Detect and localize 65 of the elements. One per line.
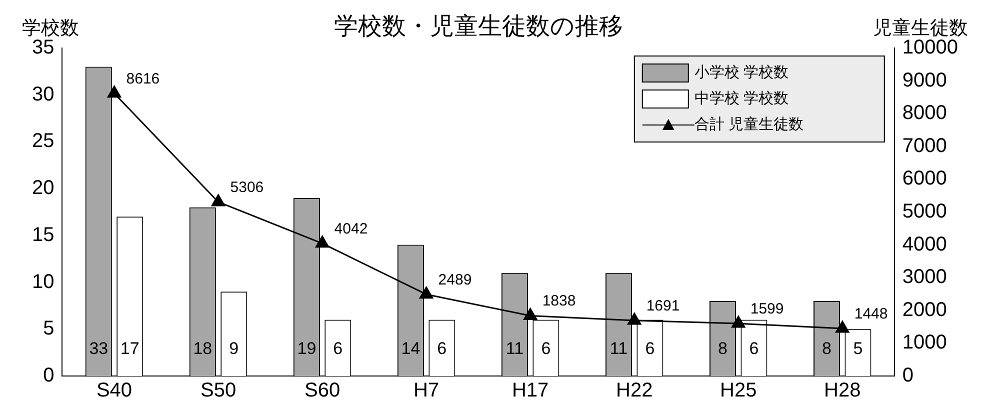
y-axis-title: 学校数 [22, 18, 79, 39]
chart-title: 学校数・児童生徒数の推移 [334, 13, 623, 40]
y2-tick-label: 4000 [902, 233, 947, 256]
y-tick-label: 5 [43, 318, 54, 340]
point [732, 316, 746, 328]
data-label: 17 [120, 339, 140, 358]
point [419, 286, 434, 299]
x-tick-label: H22 [616, 380, 653, 402]
y2-tick-label: 8000 [902, 102, 947, 124]
data-label: 4042 [334, 220, 368, 238]
y2-axis-title: 児童生徒数 [873, 17, 968, 39]
y2-tick-label: 1000 [902, 332, 947, 354]
data-label: 6 [645, 339, 655, 358]
y2-tick-label: 2000 [902, 298, 947, 321]
data-label: 11 [506, 339, 524, 358]
y2-tick-label: 9000 [902, 69, 947, 92]
data-label: 1448 [854, 306, 888, 323]
data-label: 5 [853, 339, 863, 358]
y-tick-label: 30 [32, 83, 54, 106]
data-label: 19 [297, 339, 316, 358]
data-label: 2489 [438, 271, 472, 288]
data-label: 1838 [542, 292, 576, 310]
data-label: 6 [749, 339, 759, 358]
data-label: 8 [718, 339, 728, 358]
y-tick-label: 15 [32, 224, 54, 246]
data-label: 11 [610, 339, 628, 358]
x-tick-label: S60 [304, 380, 340, 402]
x-tick-label: S40 [96, 380, 132, 402]
point [315, 236, 330, 248]
y2-tick-label: 6000 [902, 168, 947, 190]
x-tick-label: H7 [414, 380, 440, 402]
legend-label: 小学校 学校数 [694, 64, 789, 82]
data-label: 6 [437, 339, 447, 358]
x-tick-label: H28 [824, 380, 861, 402]
data-label: 18 [193, 339, 212, 358]
point [524, 308, 538, 320]
data-label: 33 [89, 339, 108, 358]
legend-label: 中学校 学校数 [694, 90, 789, 108]
y-tick-label: 35 [32, 36, 54, 59]
x-tick-label: S50 [200, 380, 236, 402]
y-tick-label: 0 [43, 364, 54, 387]
y2-tick-label: 0 [902, 364, 914, 387]
y2-tick-label: 5000 [902, 200, 947, 223]
point [836, 320, 850, 333]
y2-tick-label: 3000 [902, 266, 947, 288]
point [628, 312, 642, 325]
x-tick-label: H25 [720, 380, 757, 402]
data-label: 1691 [646, 298, 680, 315]
data-label: 5306 [230, 178, 264, 196]
data-label: 8616 [126, 70, 160, 88]
y2-tick-label: 10000 [902, 36, 958, 59]
y-tick-label: 10 [32, 270, 54, 293]
data-label: 9 [229, 339, 239, 358]
x-tick-label: H17 [512, 380, 549, 402]
y-tick-label: 25 [32, 130, 54, 152]
y-tick-label: 20 [32, 177, 54, 200]
data-label: 8 [822, 339, 832, 358]
data-label: 1599 [750, 300, 784, 318]
y2-tick-label: 7000 [902, 134, 947, 157]
data-label: 14 [401, 339, 420, 358]
point [107, 86, 122, 98]
point [211, 194, 226, 206]
legend-label: 合計 児童生徒数 [694, 116, 804, 134]
data-label: 6 [541, 339, 551, 358]
data-label: 6 [333, 339, 343, 358]
